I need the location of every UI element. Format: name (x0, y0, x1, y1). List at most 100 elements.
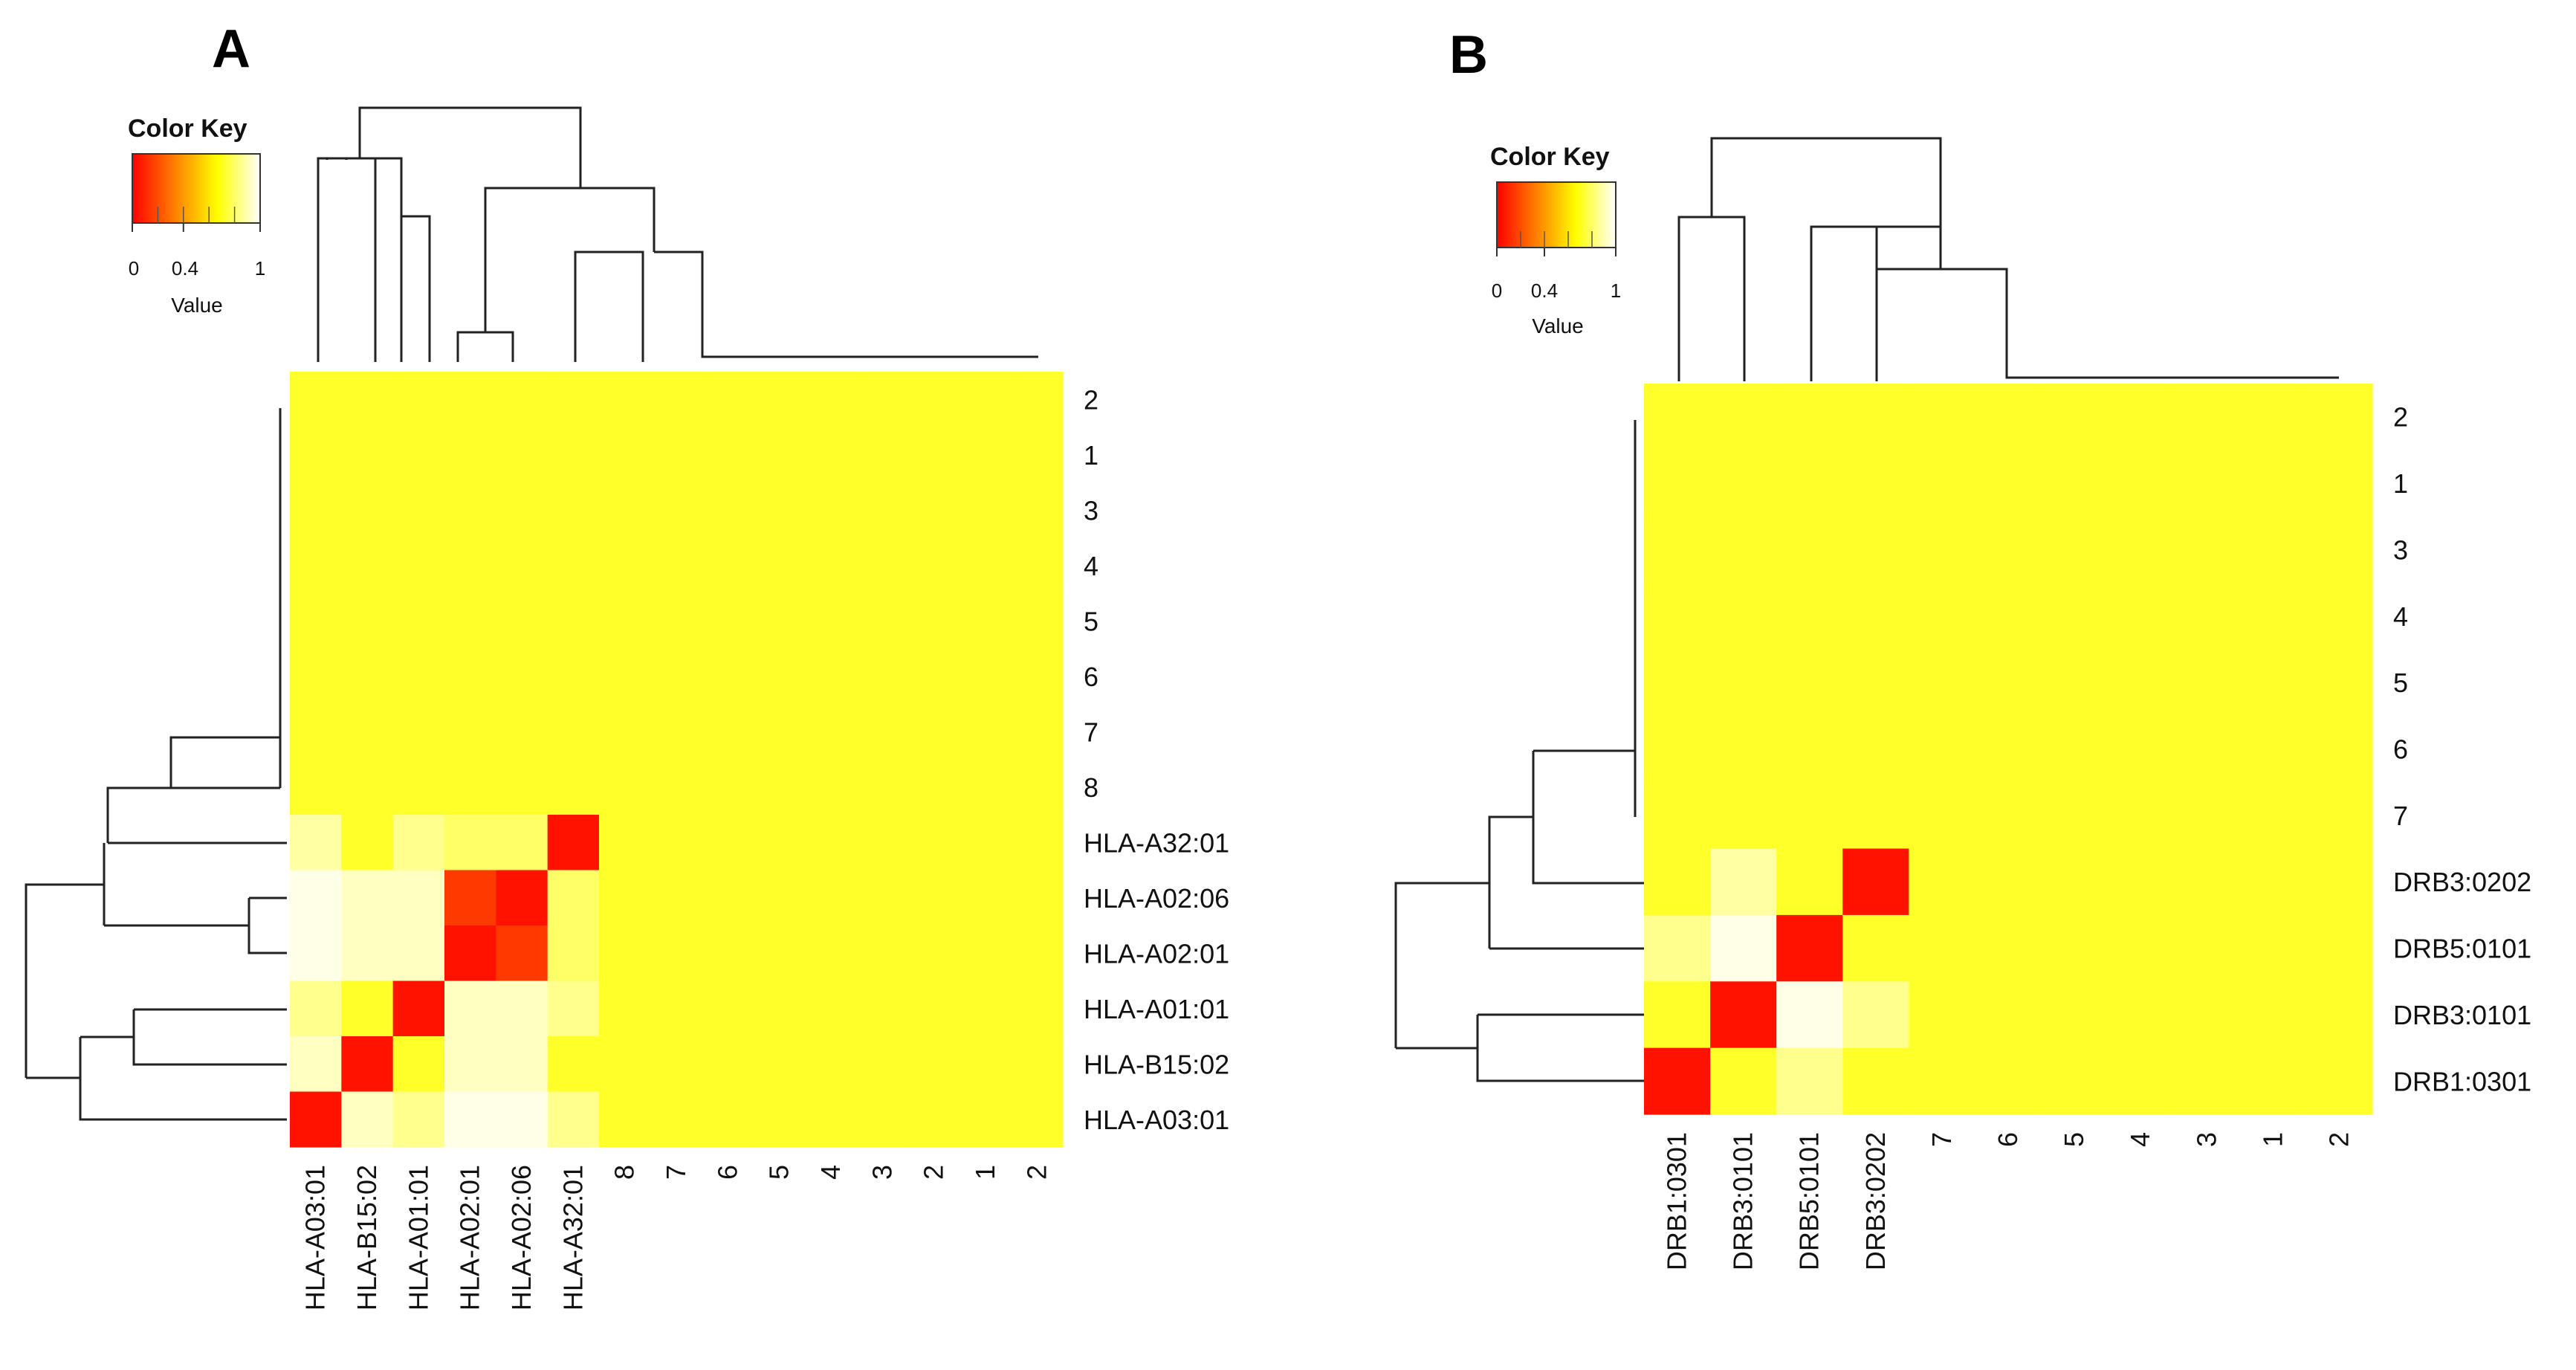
heatmap-cell (856, 759, 909, 815)
heatmap-cell (908, 482, 960, 539)
heatmap-cell (856, 870, 909, 926)
heatmap-cell (2107, 384, 2175, 450)
heatmap-cell (1776, 649, 1843, 717)
heatmap-cell (2239, 649, 2307, 717)
heatmap-cell (290, 648, 342, 705)
heatmap-cell (2173, 914, 2241, 982)
heatmap-cell (1909, 583, 1976, 650)
heatmap-cell (650, 1091, 703, 1148)
heatmap-cell (290, 704, 342, 760)
heatmap-cell (2305, 1047, 2373, 1115)
heatmap-cell (1909, 516, 1976, 584)
heatmap-cell (1776, 848, 1843, 916)
heatmap-cell (754, 1036, 806, 1093)
heatmap-cell (959, 427, 1012, 483)
heatmap-cell (547, 427, 600, 483)
heatmap-cell (1710, 715, 1777, 783)
heatmap-cell (1975, 384, 2042, 450)
heatmap-cell (908, 1091, 960, 1148)
heatmap-cell (341, 537, 394, 594)
heatmap-cell (444, 1036, 496, 1093)
color-key-a-gradient (132, 153, 261, 224)
heatmap-cell (805, 870, 858, 926)
heatmap-cell (290, 870, 342, 926)
heatmap-cell (908, 593, 960, 650)
heatmap-cell (2107, 914, 2175, 982)
color-key-b-title: Color Key (1490, 143, 1610, 171)
row-label: 3 (2393, 534, 2408, 565)
heatmap-cell (599, 925, 651, 982)
heatmap-cell (2305, 450, 2373, 517)
row-label: HLA-A02:06 (1084, 883, 1229, 914)
heatmap-cell (2107, 583, 2175, 650)
column-label: 5 (764, 1165, 795, 1180)
heatmap-cell (754, 427, 806, 483)
heatmap-cell (805, 925, 858, 982)
row-label: DRB5:0101 (2393, 934, 2531, 964)
heatmap-cell (2041, 516, 2109, 584)
heatmap-cell (959, 648, 1012, 705)
heatmap-cell (754, 704, 806, 760)
heatmap-cell (547, 704, 600, 760)
heatmap-cell (2239, 384, 2307, 450)
heatmap-cell (2305, 649, 2373, 717)
row-label: 2 (2393, 402, 2408, 433)
heatmap-cell (1909, 914, 1976, 982)
heatmap-cell (2041, 914, 2109, 982)
heatmap-cell (2305, 782, 2373, 850)
color-key-b-tick-0: 0 (1492, 280, 1502, 302)
heatmap-cell (2107, 981, 2175, 1049)
heatmap-cell (392, 925, 445, 982)
heatmap-cell (496, 870, 548, 926)
column-label: 3 (2191, 1132, 2221, 1147)
column-label: 2 (1021, 1165, 1052, 1180)
heatmap-cell (1644, 450, 1711, 517)
heatmap-cell (908, 648, 960, 705)
heatmap-cell (702, 870, 754, 926)
heatmap-cell (444, 648, 496, 705)
row-label: 1 (2393, 468, 2408, 499)
color-key-a-title: Color Key (128, 114, 247, 143)
heatmap-cell (1011, 980, 1064, 1037)
heatmap-cell (392, 704, 445, 760)
heatmap-cell (2239, 981, 2307, 1049)
heatmap-cell (650, 1036, 703, 1093)
heatmap-cell (599, 427, 651, 483)
row-label: DRB3:0101 (2393, 1000, 2531, 1030)
heatmap-cell (1909, 848, 1976, 916)
heatmap-cell (2107, 450, 2175, 517)
heatmap-cell (1011, 427, 1064, 483)
heatmap-cell (856, 593, 909, 650)
heatmap-cell (754, 372, 806, 428)
heatmap-cell (1644, 649, 1711, 717)
heatmap-cell (392, 593, 445, 650)
heatmap-cell (1011, 1091, 1064, 1148)
heatmap-cell (1975, 583, 2042, 650)
heatmap-cell (1909, 715, 1976, 783)
column-label: 6 (712, 1165, 742, 1180)
heatmap-cell (599, 815, 651, 871)
heatmap-cell (599, 537, 651, 594)
heatmap-cell (908, 1036, 960, 1093)
panel-b-letter: B (1449, 25, 1488, 85)
heatmap-cell (959, 537, 1012, 594)
heatmap-cell (2041, 715, 2109, 783)
heatmap-b-cells (1644, 384, 2373, 1115)
heatmap-a-row-dendrogram (25, 408, 287, 1121)
heatmap-cell (547, 980, 600, 1037)
heatmap-cell (444, 1091, 496, 1148)
heatmap-cell (908, 815, 960, 871)
heatmap-cell (650, 815, 703, 871)
heatmap-cell (650, 759, 703, 815)
heatmap-cell (650, 980, 703, 1037)
heatmap-cell (1776, 1047, 1843, 1115)
heatmap-cell (1011, 648, 1064, 705)
heatmap-cell (702, 980, 754, 1037)
heatmap-cell (1842, 583, 1909, 650)
column-label: 5 (2059, 1132, 2089, 1147)
heatmap-cell (2107, 715, 2175, 783)
heatmap-cell (959, 704, 1012, 760)
heatmap-cell (1909, 782, 1976, 850)
column-label: DRB3:0101 (1728, 1132, 1758, 1270)
heatmap-cell (1842, 450, 1909, 517)
